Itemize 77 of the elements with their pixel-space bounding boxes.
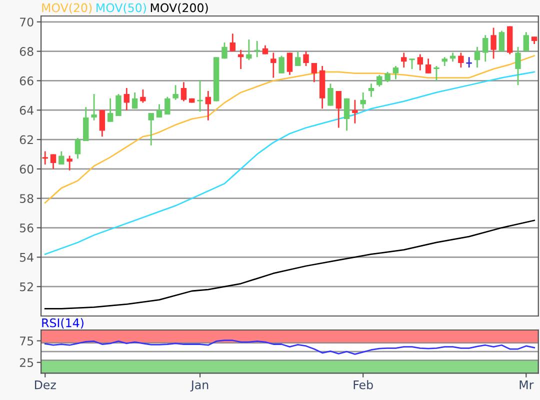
candlestick	[409, 58, 415, 70]
x-tick-label: Mr	[520, 380, 534, 390]
candlestick	[270, 52, 276, 78]
candlestick	[425, 58, 432, 74]
candlestick	[523, 31, 530, 52]
candlestick	[83, 106, 89, 142]
y-tick-label: 75	[20, 336, 34, 346]
candlestick	[124, 87, 130, 111]
candlestick	[74, 137, 81, 160]
candlestick	[66, 155, 72, 172]
y-tick-label: 54	[20, 253, 34, 262]
line-series	[44, 220, 535, 310]
candlestick	[311, 62, 318, 83]
candlestick	[205, 90, 212, 122]
candlestick	[230, 32, 236, 52]
y-tick-label: 52	[20, 282, 33, 292]
text: MOV(20)	[42, 3, 92, 14]
y-tick-label: 66	[20, 76, 34, 86]
y-tick-label: 25	[20, 358, 34, 368]
candlestick	[254, 40, 260, 58]
candlestick	[132, 92, 138, 110]
candlestick	[344, 98, 350, 132]
candlestick	[172, 84, 178, 101]
y-tick-label: 60	[20, 164, 34, 174]
candlestick	[360, 92, 366, 110]
y-tick-label: 62	[20, 135, 33, 144]
candlestick	[328, 82, 334, 106]
text: MOV(200)	[150, 3, 208, 14]
candlestick	[401, 52, 407, 68]
x-tick-label: Feb	[354, 380, 373, 390]
y-tick-label: 68	[20, 47, 34, 56]
candlestick	[180, 81, 187, 102]
candlestick	[140, 88, 146, 104]
candlestick	[474, 46, 480, 68]
text: MOV(50)	[96, 3, 146, 14]
line-series	[44, 55, 535, 204]
y-tick-label: 56	[20, 223, 34, 232]
candlestick	[238, 49, 244, 70]
candlestick	[286, 52, 293, 76]
candlestick	[458, 52, 464, 68]
candlestick	[222, 42, 228, 60]
line-series	[44, 71, 535, 255]
candlestick	[490, 27, 496, 60]
candlestick	[376, 74, 382, 88]
candlestick	[417, 54, 424, 72]
candlestick	[246, 38, 252, 61]
candlestick	[466, 56, 473, 68]
y-tick-label: 58	[20, 194, 34, 204]
y-tick-label: 64	[20, 106, 34, 115]
chart-title: RSI(14)	[42, 318, 84, 329]
candlestick	[434, 65, 440, 82]
candlestick	[42, 150, 48, 166]
candlestick	[392, 65, 399, 80]
candlestick	[336, 90, 342, 128]
candlestick	[58, 150, 64, 166]
candlestick	[164, 96, 170, 116]
candlestick	[197, 80, 203, 112]
candlestick	[295, 50, 301, 67]
candlestick	[352, 99, 358, 124]
candlestick	[107, 98, 114, 123]
candlestick	[384, 71, 390, 83]
candlestick	[482, 34, 488, 62]
y-tick-label: 70	[20, 18, 34, 27]
candlestick	[50, 154, 56, 170]
x-tick-label: Dez	[35, 380, 56, 390]
candlestick	[368, 82, 374, 98]
candlestick	[515, 46, 521, 86]
candlestick	[156, 104, 162, 118]
candlestick	[148, 112, 154, 146]
x-tick-label: Jan	[190, 380, 208, 392]
candlestick	[303, 50, 309, 67]
candlestick	[116, 93, 122, 117]
candlestick	[278, 55, 284, 74]
candlestick	[99, 109, 106, 138]
line-series	[44, 340, 535, 355]
candlestick	[91, 93, 97, 122]
candlestick	[498, 30, 505, 52]
